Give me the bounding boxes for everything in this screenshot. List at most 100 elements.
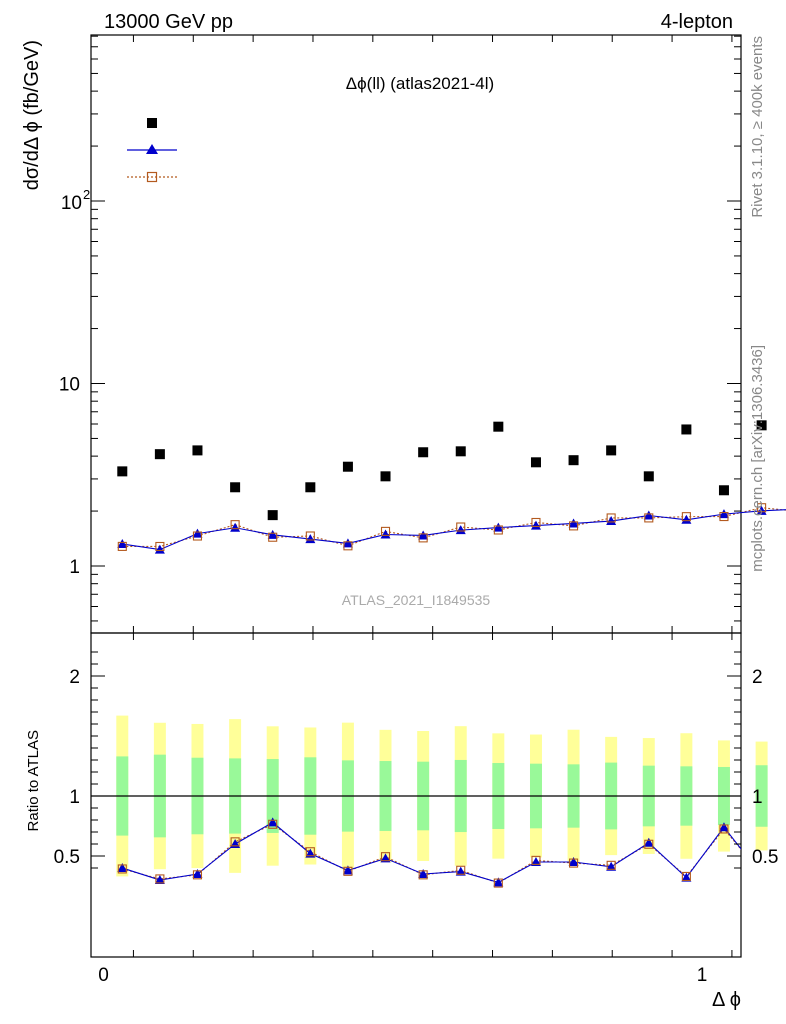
ratio-default-point (117, 863, 128, 872)
header-left: 13000 GeV pp (104, 11, 233, 33)
rivet-version-label: Rivet 3.1.10, ≥ 400k events (749, 36, 766, 218)
atlas-point (117, 466, 128, 477)
default-point (643, 510, 654, 520)
tune-point (155, 541, 165, 552)
ratio-tune-point (305, 847, 315, 857)
atlas-point (643, 471, 654, 482)
ratio-tune-point (606, 860, 616, 870)
default-point (380, 529, 391, 539)
ratio-tune-point (758, 870, 766, 878)
ratio-default-point (568, 857, 579, 866)
analysis-watermark: ATLAS_2021_I1849535 (342, 592, 491, 608)
atlas-point (305, 482, 316, 493)
ratio-default-point (681, 872, 692, 882)
default-point (418, 530, 429, 540)
x-tick-label: 1 (697, 965, 708, 986)
ratio-default-point (493, 877, 504, 887)
ratio-tune-point (719, 824, 729, 834)
series-line-default (122, 509, 786, 551)
y-tick-label-exponent: 2 (83, 187, 90, 202)
data-marks (117, 420, 786, 888)
tune-point (230, 520, 240, 530)
ratio-tune-point (155, 874, 165, 884)
default-point (681, 514, 692, 524)
default-point (718, 509, 729, 519)
atlas-point (681, 424, 692, 435)
ratio-tune-point (681, 871, 691, 881)
ratio-tune-point (268, 819, 278, 829)
ratio-default-point (267, 817, 278, 827)
ratio-tune-point (569, 858, 579, 868)
tune-point (644, 513, 654, 523)
frames (90, 34, 742, 958)
tune-point (569, 521, 579, 531)
ratio-default-point (342, 865, 353, 875)
default-point (230, 522, 241, 532)
tune-point (606, 513, 616, 523)
ratio-tune-point (230, 837, 240, 847)
ratio-series (117, 817, 766, 888)
atlas-point (342, 461, 353, 472)
y-tick-label: 1 (69, 557, 80, 578)
tune-point (380, 526, 391, 536)
ratio-tune-point (192, 870, 203, 880)
legend-marker-default (146, 144, 158, 154)
ratio-y-axis-label: Ratio to ATLAS (25, 730, 42, 831)
band-inner (755, 765, 768, 827)
ratio-tick-label: 0.5 (54, 847, 80, 868)
default-point (267, 529, 278, 539)
default-point (530, 520, 541, 530)
tune-point (268, 532, 278, 542)
atlas-point (418, 447, 429, 458)
default-point (493, 522, 504, 532)
x-tick-label: 0 (98, 965, 109, 986)
series-line-tune (122, 507, 786, 548)
tune-point (418, 533, 428, 543)
default-point (154, 544, 165, 554)
ratio-panel-frame (90, 632, 742, 958)
ratio-tick-label: 1 (69, 787, 80, 808)
atlas-point (718, 485, 729, 496)
atlas-point (267, 510, 278, 521)
ratio-default-point (418, 869, 429, 878)
atlas-point (380, 471, 391, 482)
ratio-tune-point (531, 855, 541, 865)
default-point (192, 528, 203, 538)
tune-point (681, 512, 691, 522)
ratio-default-point (643, 837, 654, 847)
mcplots-source-label: mcplots.cern.ch [arXiv:1306.3436] (749, 345, 766, 572)
ratio-tune-point (493, 878, 503, 888)
default-point (305, 534, 316, 544)
atlas-point (192, 445, 203, 456)
legend (127, 118, 177, 183)
chart-title: Δϕ(ll) (atlas2021-4l) (346, 74, 494, 93)
tune-point (192, 531, 203, 541)
default-point (455, 525, 466, 535)
x-axis-label: Δ ϕ (712, 989, 741, 1011)
atlas-point (455, 446, 466, 457)
atlas-point (493, 421, 504, 432)
ratio-tune-point (456, 865, 466, 875)
y-tick-label: 10 (61, 193, 82, 214)
tune-point (117, 541, 127, 551)
atlas-point (606, 445, 617, 456)
tune-point (305, 531, 315, 541)
default-point (342, 538, 353, 548)
main-panel-frame (90, 34, 742, 634)
atlas-point (154, 449, 165, 460)
atlas-point (230, 482, 241, 493)
ratio-default-point (154, 875, 165, 884)
ratio-default-point (718, 822, 729, 832)
y-tick-label: 10 (59, 375, 80, 396)
atlas-point (568, 455, 579, 466)
ratio-tune-point (644, 839, 654, 849)
ratio-tick-label-right: 1 (752, 787, 763, 808)
tune-point (757, 503, 767, 513)
tune-point (719, 511, 729, 522)
default-point (606, 516, 617, 526)
ratio-default-point (455, 866, 466, 876)
ratio-default-point (530, 857, 541, 866)
tune-point (456, 522, 466, 532)
